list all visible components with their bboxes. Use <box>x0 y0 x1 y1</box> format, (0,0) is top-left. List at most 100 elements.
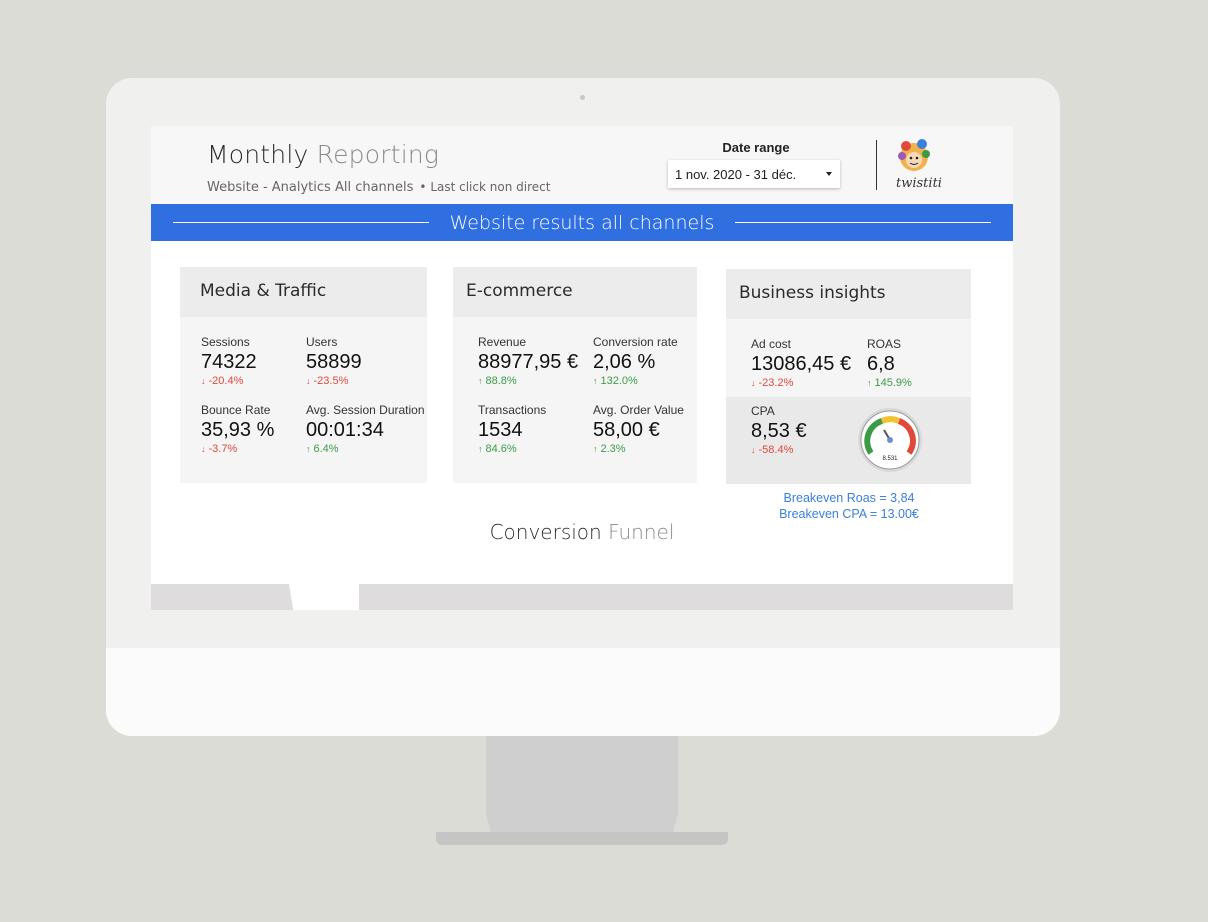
monitor-stand <box>486 736 678 836</box>
metric-change: ↓ -58.4% <box>751 444 807 456</box>
arrow-up-icon: ↑ <box>593 444 598 454</box>
arrow-down-icon: ↓ <box>201 444 206 454</box>
metric-label: Sessions <box>201 335 250 349</box>
metric-label: Revenue <box>478 335 527 349</box>
caret-down-icon <box>826 172 832 176</box>
twistiti-logo-icon <box>898 139 930 171</box>
monitor-foot <box>436 832 728 845</box>
arrow-up-icon: ↑ <box>478 376 483 386</box>
page-subtitle: Website - Analytics All channels • Last c… <box>207 180 550 195</box>
card-body: Revenue 88977,95 € ↑ 88.8% Conversion rat… <box>453 317 697 483</box>
metric-change-value: -20.4% <box>208 375 244 387</box>
metric-value: 00:01:34 <box>306 419 384 441</box>
arrow-down-icon: ↓ <box>751 378 756 388</box>
metric-change-value: -3.7% <box>208 443 238 455</box>
title-main: Monthly <box>207 140 309 169</box>
metric-change: ↑ 88.8% <box>478 375 578 387</box>
breakeven-cpa: Breakeven CPA = 13.00€ <box>779 507 919 521</box>
metric-revenue: Revenue 88977,95 € ↑ 88.8% <box>478 335 578 387</box>
metric-label: Transactions <box>478 403 547 417</box>
metric-label: Bounce Rate <box>201 403 271 417</box>
monitor-chin <box>106 648 1060 736</box>
arrow-up-icon: ↑ <box>867 378 872 388</box>
banner-line-right <box>735 222 991 223</box>
metric-change: ↓ -23.2% <box>751 377 851 389</box>
metric-change-value: 132.0% <box>600 375 638 387</box>
metric-change-value: 88.8% <box>485 375 517 387</box>
metric-value: 35,93 % <box>201 419 275 441</box>
banner-title: Website results all channels <box>449 212 715 234</box>
metric-value: 1534 <box>478 419 523 441</box>
arrow-up-icon: ↑ <box>306 444 311 454</box>
metric-value: 2,06 % <box>593 351 656 373</box>
subtitle-note: • Last click non direct <box>419 180 551 194</box>
metric-change: ↓ -20.4% <box>201 375 257 387</box>
metric-value: 58899 <box>306 351 362 373</box>
metric-change: ↓ -23.5% <box>306 375 362 387</box>
metric-change-value: 6.4% <box>313 443 339 455</box>
card-title: E-commerce <box>453 267 697 317</box>
report-header: Monthly Reporting Website - Analytics Al… <box>151 126 1013 204</box>
metric-label: CPA <box>751 404 775 418</box>
metric-value: 58,00 € <box>593 419 660 441</box>
metric-value: 8,53 € <box>751 420 807 442</box>
metric-change-value: -23.2% <box>758 377 794 389</box>
date-range-select[interactable]: 1 nov. 2020 - 31 déc. <box>668 160 840 188</box>
card-body: Sessions 74322 ↓ -20.4% Users 58899 ↓ -23.… <box>180 317 427 483</box>
metric-label: Avg. Order Value <box>593 403 684 417</box>
gauge-value: 8.531 <box>882 456 898 462</box>
metric-change: ↑ 2.3% <box>593 443 684 455</box>
arrow-up-icon: ↑ <box>593 376 598 386</box>
metric-value: 88977,95 € <box>478 351 579 373</box>
arrow-down-icon: ↓ <box>751 445 756 455</box>
metric-change-value: 145.9% <box>874 377 912 389</box>
metric-label: Ad cost <box>751 337 792 351</box>
subtitle-text: Website - Analytics All channels <box>207 180 414 195</box>
metric-change: ↑ 145.9% <box>867 377 912 389</box>
funnel-title-main: Conversion <box>489 520 602 544</box>
metric-change: ↓ -3.7% <box>201 443 274 455</box>
metric-label: ROAS <box>867 337 902 351</box>
arrow-down-icon: ↓ <box>306 376 311 386</box>
card-title: Business insights <box>726 269 971 319</box>
metric-cpa: CPA 8,53 € ↓ -58.4% <box>751 404 807 456</box>
metric-conversion-rate: Conversion rate 2,06 % ↑ 132.0% <box>593 335 678 387</box>
metric-ad-cost: Ad cost 13086,45 € ↓ -23.2% <box>751 337 851 389</box>
metric-change-value: 2.3% <box>600 443 626 455</box>
metric-label: Users <box>306 335 338 349</box>
metric-change: ↑ 132.0% <box>593 375 678 387</box>
metric-change: ↑ 6.4% <box>306 443 425 455</box>
logo-text: twistiti <box>896 176 942 191</box>
section-banner: Website results all channels <box>151 204 1013 241</box>
funnel-title-light: Funnel <box>608 520 675 544</box>
metric-change: ↑ 84.6% <box>478 443 546 455</box>
metric-avg-order-value: Avg. Order Value 58,00 € ↑ 2.3% <box>593 403 684 455</box>
funnel-title: Conversion Funnel <box>151 520 1013 544</box>
funnel-chart-top <box>151 584 1013 610</box>
camera-dot <box>580 95 585 100</box>
metric-transactions: Transactions 1534 ↑ 84.6% <box>478 403 546 455</box>
metric-value: 74322 <box>201 351 257 373</box>
metric-change-value: -58.4% <box>758 444 794 456</box>
metric-label: Avg. Session Duration <box>306 403 425 417</box>
metric-label: Conversion rate <box>593 335 678 349</box>
date-range-label: Date range <box>722 140 790 155</box>
title-light: Reporting <box>316 140 440 169</box>
media-traffic-card: Media & Traffic Sessions 74322 ↓ -20.4% U… <box>180 267 427 483</box>
dashboard-screen: Monthly Reporting Website - Analytics Al… <box>151 126 1013 610</box>
metric-change-value: 84.6% <box>485 443 517 455</box>
header-divider <box>876 140 877 190</box>
card-title: Media & Traffic <box>180 267 427 317</box>
date-range-value: 1 nov. 2020 - 31 déc. <box>675 167 797 182</box>
metric-users: Users 58899 ↓ -23.5% <box>306 335 362 387</box>
metric-value: 13086,45 € <box>751 353 852 375</box>
arrow-up-icon: ↑ <box>478 444 483 454</box>
metric-avg-session-duration: Avg. Session Duration 00:01:34 ↑ 6.4% <box>306 403 425 455</box>
metric-value: 6,8 <box>867 353 895 375</box>
funnel-notch <box>289 584 359 610</box>
metric-roas: ROAS 6,8 ↑ 145.9% <box>867 337 912 389</box>
page-title: Monthly Reporting <box>207 140 439 169</box>
metric-bounce-rate: Bounce Rate 35,93 % ↓ -3.7% <box>201 403 274 455</box>
cpa-gauge: 8.531 <box>858 408 922 472</box>
breakeven-roas: Breakeven Roas = 3,84 <box>783 491 915 505</box>
